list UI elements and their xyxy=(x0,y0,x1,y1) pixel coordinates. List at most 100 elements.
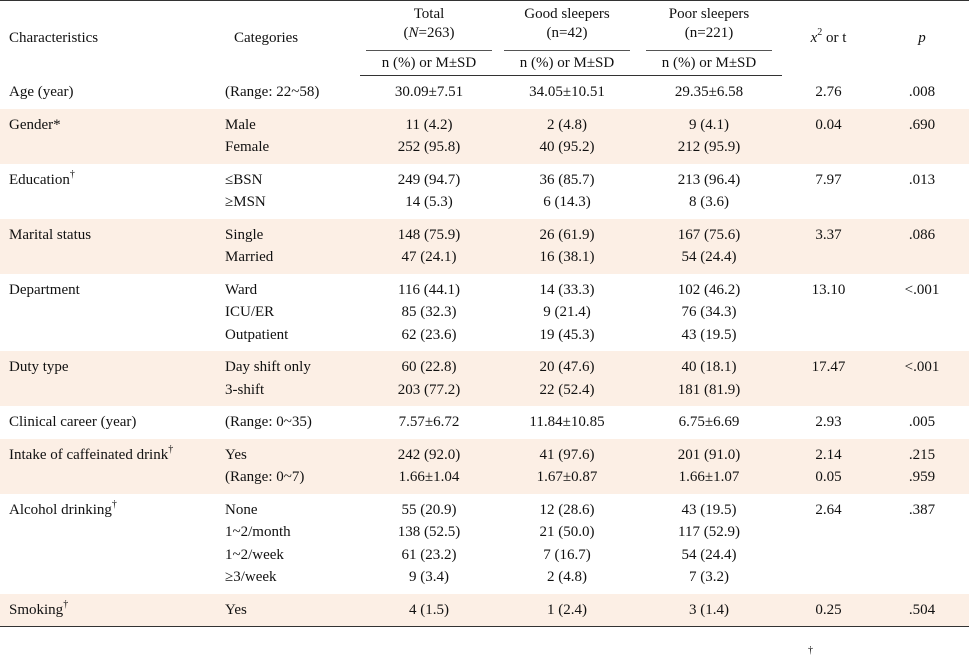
category-value: Ward xyxy=(225,281,258,298)
poor-value: 213 (96.4) xyxy=(677,171,741,188)
good-value: 2 (4.8) xyxy=(547,569,587,585)
total-value: 252 (95.8) xyxy=(397,139,461,155)
row-poor: 3 (1.4) xyxy=(636,593,782,627)
total-value: 1.66±1.04 xyxy=(398,469,460,485)
row-total: 7.57±6.72 xyxy=(360,406,498,439)
row-total: 11 (4.2) 252 (95.8) xyxy=(360,108,498,164)
row-p: .387 xyxy=(875,494,969,594)
poor-value: 6.75±6.69 xyxy=(678,414,740,430)
good-value: 21 (50.0) xyxy=(539,524,595,540)
category-value: 1~2/week xyxy=(225,546,284,563)
header-p-label: p xyxy=(918,29,926,46)
good-value: 20 (47.6) xyxy=(539,359,595,375)
header-good: Good sleepers (n=42) xyxy=(498,0,636,47)
row-p: <.001 xyxy=(875,274,969,352)
row-p: .690 xyxy=(875,108,969,164)
p-value: <.001 xyxy=(904,281,940,298)
stat-value: 17.47 xyxy=(811,359,846,375)
total-value: 55 (20.9) xyxy=(401,501,457,518)
poor-value: 3 (1.4) xyxy=(689,601,729,618)
header-stat: x2 or t xyxy=(782,0,875,76)
table-row: Department Ward ICU/ER Outpatient 116 (44.1)… xyxy=(0,274,969,352)
dagger-mark: † xyxy=(69,168,75,180)
poor-value: 43 (19.5) xyxy=(681,501,737,518)
good-value: 2 (4.8) xyxy=(547,116,587,133)
row-stat: 3.37 xyxy=(782,218,875,274)
row-characteristic: Intake of caffeinated drink† xyxy=(0,438,225,494)
header-good-sub: n (%) or M±SD xyxy=(498,47,636,76)
p-value: .008 xyxy=(908,83,936,100)
characteristic-label: Gender* xyxy=(9,116,61,133)
category-value: 1~2/month xyxy=(225,524,291,540)
characteristic-label: Department xyxy=(9,281,80,298)
poor-value: 117 (52.9) xyxy=(678,524,740,540)
category-value: ICU/ER xyxy=(225,304,275,320)
dagger-mark: † xyxy=(111,498,117,510)
poor-value: 181 (81.9) xyxy=(677,381,741,398)
total-value: 9 (3.4) xyxy=(409,569,449,585)
row-poor: 40 (18.1) 181 (81.9) xyxy=(636,351,782,406)
header-poor-label: Poor sleepers xyxy=(668,6,750,22)
poor-value: 7 (3.2) xyxy=(689,569,729,585)
good-value: 36 (85.7) xyxy=(539,171,595,188)
header-categories: Categories xyxy=(225,0,360,76)
header-good-label: Good sleepers xyxy=(524,6,610,22)
row-characteristic: Clinical career (year) xyxy=(0,406,225,439)
row-total: 60 (22.8) 203 (77.2) xyxy=(360,351,498,406)
category-value: Day shift only xyxy=(225,359,311,375)
category-value: (Range: 0~7) xyxy=(225,469,305,485)
good-value: 7 (16.7) xyxy=(543,546,591,563)
stat-value: 2.64 xyxy=(815,501,842,518)
p-value: .387 xyxy=(908,501,936,518)
header-poor-n: (n=221) xyxy=(684,25,734,41)
row-good: 12 (28.6) 21 (50.0) 7 (16.7) 2 (4.8) xyxy=(498,494,636,594)
row-poor: 29.35±6.58 xyxy=(636,76,782,109)
header-stat-suffix: or t xyxy=(822,29,847,46)
poor-value: 167 (75.6) xyxy=(677,226,741,243)
good-value: 41 (97.6) xyxy=(539,446,595,463)
p-value: <.001 xyxy=(904,359,940,375)
category-value: Outpatient xyxy=(225,326,289,343)
table-row: Education† ≤BSN ≥MSN 249 (94.7) 14 (5.3) 36 (… xyxy=(0,164,969,219)
category-value: (Range: 0~35) xyxy=(225,414,312,430)
dagger-mark: † xyxy=(168,443,174,455)
table-row: Age (year) (Range: 22~58) 30.09±7.51 34.05±… xyxy=(0,76,969,109)
p-value: .215 xyxy=(908,446,936,463)
poor-value: 102 (46.2) xyxy=(677,281,741,298)
good-value: 14 (33.3) xyxy=(539,281,595,298)
row-stat: 17.47 xyxy=(782,351,875,406)
row-p: .215 .959 xyxy=(875,438,969,494)
row-stat: 2.64 xyxy=(782,494,875,594)
good-value: 1 (2.4) xyxy=(547,601,587,618)
row-poor: 102 (46.2) 76 (34.3) 43 (19.5) xyxy=(636,274,782,352)
stat-value: 2.76 xyxy=(815,83,842,100)
row-stat: 7.97 xyxy=(782,164,875,219)
poor-value: 40 (18.1) xyxy=(681,359,737,375)
row-characteristic: Age (year) xyxy=(0,76,225,109)
category-value: ≥MSN xyxy=(225,194,266,210)
header-total-sub: n (%) or M±SD xyxy=(360,47,498,76)
category-value: ≤BSN xyxy=(225,171,263,188)
row-good: 36 (85.7) 6 (14.3) xyxy=(498,164,636,219)
row-total: 4 (1.5) xyxy=(360,593,498,627)
total-value: 62 (23.6) xyxy=(401,326,457,343)
row-total: 116 (44.1) 85 (32.3) 62 (23.6) xyxy=(360,274,498,352)
poor-value: 43 (19.5) xyxy=(681,326,737,343)
category-value: Male xyxy=(225,116,256,133)
characteristic-label: Marital status xyxy=(9,226,92,243)
poor-value: 8 (3.6) xyxy=(689,194,729,210)
characteristic-label: Duty type xyxy=(9,359,69,375)
good-value: 26 (61.9) xyxy=(539,226,595,243)
p-value: .005 xyxy=(908,414,936,430)
poor-value: 54 (24.4) xyxy=(681,249,737,265)
header-poor-sub: n (%) or M±SD xyxy=(636,47,782,76)
good-value: 1.67±0.87 xyxy=(536,469,598,485)
row-characteristic: Duty type xyxy=(0,351,225,406)
row-p: .013 xyxy=(875,164,969,219)
total-value: 60 (22.8) xyxy=(401,359,457,375)
row-characteristic: Alcohol drinking† xyxy=(0,494,225,594)
dagger-mark: † xyxy=(63,598,69,610)
total-value: 7.57±6.72 xyxy=(398,414,460,430)
row-poor: 6.75±6.69 xyxy=(636,406,782,439)
p-value: .504 xyxy=(908,601,936,618)
